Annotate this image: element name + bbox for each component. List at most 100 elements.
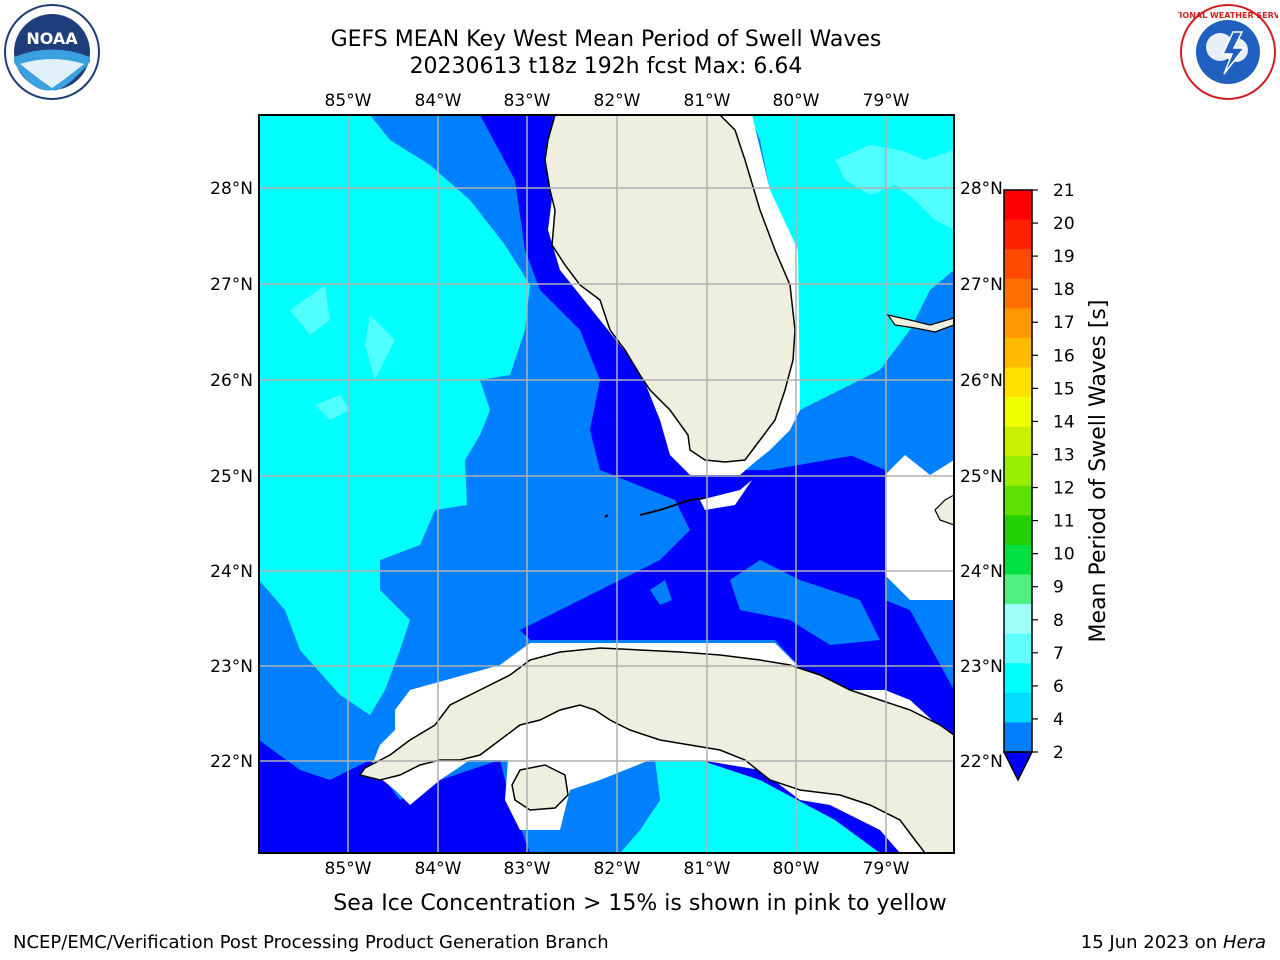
colorbar-swatch — [1004, 337, 1032, 368]
land-bahamas-east — [934, 494, 954, 526]
colorbar-swatch — [1004, 367, 1032, 398]
colorbar-tick-label: 9 — [1053, 578, 1064, 598]
colorbar-tick-label: 13 — [1053, 445, 1075, 465]
lat-label: 26°N — [210, 371, 253, 391]
colorbar-swatch — [1004, 633, 1032, 664]
colorbar-tick-label: 7 — [1053, 644, 1064, 664]
lon-labels-top: 85°W 84°W 83°W 82°W 81°W 80°W 79°W — [325, 91, 910, 111]
colorbar-swatch — [1004, 604, 1032, 635]
lat-label: 26°N — [960, 371, 1003, 391]
colorbar-tick-label: 14 — [1053, 412, 1075, 432]
colorbar-tick-label: 20 — [1053, 214, 1075, 234]
colorbar-tick-label: 15 — [1053, 379, 1075, 399]
lat-label: 23°N — [960, 657, 1003, 677]
sea-ice-note: Sea Ice Concentration > 15% is shown in … — [333, 891, 947, 916]
noaa-logo: NOAA — [4, 4, 100, 100]
colorbar-swatch — [1004, 515, 1032, 546]
producer-credit: NCEP/EMC/Verification Post Processing Pr… — [13, 932, 609, 953]
lon-label: 83°W — [504, 859, 551, 879]
colorbar: 21 20 19 18 17 16 15 14 13 12 11 10 9 8 7 6 4 2 — [1002, 181, 1075, 782]
lat-labels-right: 28°N 27°N 26°N 25°N 24°N 23°N 22°N — [960, 179, 1003, 772]
contour-6-7s-patch — [365, 315, 395, 380]
land-florida — [544, 115, 796, 463]
colorbar-swatch — [1004, 663, 1032, 694]
host-name: Hera — [1222, 932, 1266, 953]
colorbar-swatch — [1004, 278, 1032, 309]
colorbar-swatch — [1004, 574, 1032, 605]
map-title-line1: GEFS MEAN Key West Mean Period of Swell … — [330, 27, 882, 52]
colorbar-extension-arrow — [1002, 751, 1034, 782]
lat-label: 27°N — [210, 275, 253, 295]
colorbar-swatch — [1004, 426, 1032, 457]
colorbar-tick-label: 2 — [1053, 743, 1064, 763]
national-weather-service-logo: NATIONAL WEATHER SERVICE — [1178, 4, 1278, 100]
colorbar-swatch — [1004, 190, 1032, 221]
wave-period-field — [259, 115, 954, 853]
contour-below-2s-straits — [480, 115, 885, 700]
lon-label: 82°W — [594, 859, 641, 879]
generation-date: 15 Jun 2023 on Hera — [1081, 932, 1266, 953]
colorbar-tick-label: 12 — [1053, 479, 1075, 499]
contour-4-6s-caribbean — [620, 760, 880, 853]
lon-label: 79°W — [863, 859, 910, 879]
colorbar-tick-label: 11 — [1053, 512, 1075, 532]
colorbar-tick-label: 17 — [1053, 313, 1075, 333]
lon-label: 85°W — [325, 859, 372, 879]
colorbar-tick-label: 4 — [1053, 710, 1064, 730]
colorbar-swatch — [1004, 692, 1032, 723]
graticule — [259, 115, 954, 853]
contour-6-7s-atlantic-patch — [835, 145, 954, 230]
colorbar-tick-label: 21 — [1053, 181, 1075, 201]
lat-label: 22°N — [210, 752, 253, 772]
colorbar-swatch — [1004, 308, 1032, 339]
colorbar-swatch — [1004, 249, 1032, 280]
nws-logo-text: NATIONAL WEATHER SERVICE — [1178, 11, 1278, 20]
colorbar-swatch — [1004, 219, 1032, 250]
colorbar-tick-label: 6 — [1053, 677, 1064, 697]
land-cuba — [358, 647, 954, 853]
contour-below-2s-yucatan — [259, 740, 530, 853]
lon-label: 84°W — [415, 91, 462, 111]
colorbar-swatch — [1004, 722, 1032, 753]
colorbar-swatch — [1004, 544, 1032, 576]
colorbar-tick-label: 19 — [1053, 247, 1075, 267]
lat-label: 25°N — [960, 467, 1003, 487]
lat-labels-left: 28°N 27°N 26°N 25°N 24°N 23°N 22°N — [210, 179, 253, 772]
lon-label: 83°W — [504, 91, 551, 111]
colorbar-tick-label: 10 — [1053, 545, 1075, 565]
date-text: 15 Jun 2023 on — [1080, 932, 1223, 953]
lon-label: 80°W — [773, 91, 820, 111]
lat-label: 28°N — [960, 179, 1003, 199]
lat-label: 23°N — [210, 657, 253, 677]
lon-label: 81°W — [684, 859, 731, 879]
lon-label: 85°W — [325, 91, 372, 111]
lon-label: 81°W — [684, 91, 731, 111]
lon-label: 82°W — [594, 91, 641, 111]
map-frame — [258, 114, 955, 854]
lat-label: 25°N — [210, 467, 253, 487]
land-isla-de-la-juventud — [511, 764, 569, 811]
lat-label: 24°N — [210, 562, 253, 582]
contour-2-4s-atlantic — [800, 330, 954, 475]
lon-label: 79°W — [863, 91, 910, 111]
colorbar-swatch — [1004, 397, 1032, 428]
colorbar-tick-label: 8 — [1053, 611, 1064, 631]
land-bahamas-north — [886, 314, 954, 333]
colorbar-label: Mean Period of Swell Waves [s] — [1086, 300, 1111, 643]
contour-below-2s-east-cuba — [885, 600, 954, 740]
colorbar-swatch — [1004, 485, 1032, 516]
contour-6-7s-patch — [315, 395, 350, 420]
lat-label: 28°N — [210, 179, 253, 199]
no-data-area-bahamas — [885, 455, 954, 600]
map-title-line2: 20230613 t18z 192h fcst Max: 6.64 — [409, 54, 803, 79]
land-florida-keys — [604, 497, 706, 518]
lat-label: 22°N — [960, 752, 1003, 772]
colorbar-tick-label: 18 — [1053, 280, 1075, 300]
contour-2-4s-patch — [650, 580, 672, 605]
no-data-area-keys — [700, 480, 752, 510]
contour-6-7s-patch — [290, 285, 330, 335]
contour-4-6s-west-gulf — [259, 115, 530, 715]
lat-label: 24°N — [960, 562, 1003, 582]
noaa-logo-text: NOAA — [26, 29, 78, 48]
colorbar-tick-label: 16 — [1053, 346, 1075, 366]
